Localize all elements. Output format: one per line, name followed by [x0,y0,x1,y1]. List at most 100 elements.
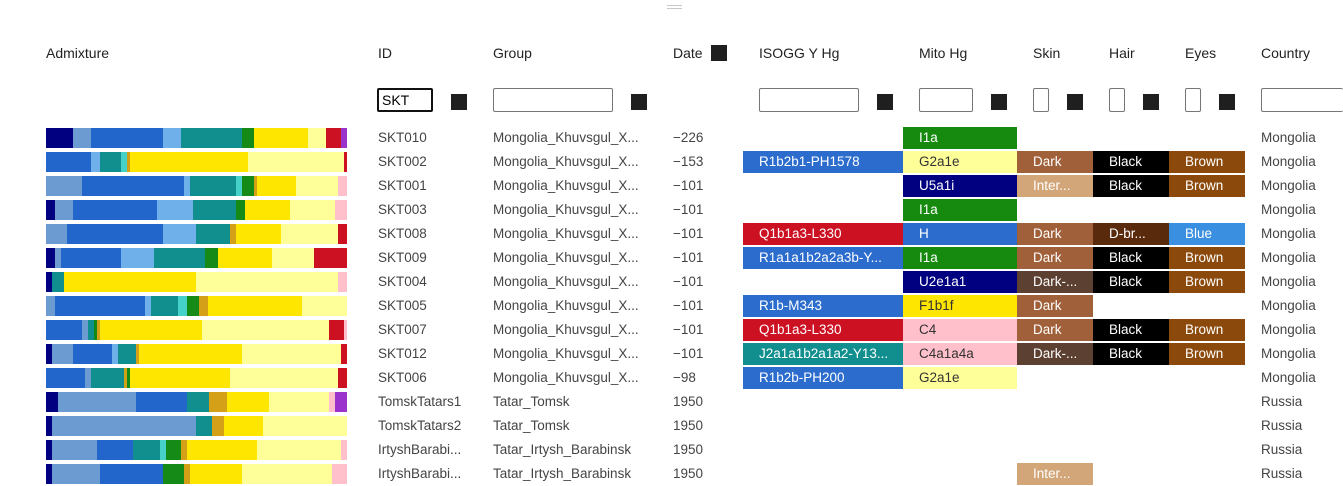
admixture-segment [46,152,92,172]
admixture-segment [61,248,122,268]
admixture-segment [100,320,203,340]
cell-mito-hg: I1a [903,247,1017,269]
header-isogg-y-hg[interactable]: ISOGG Y Hg [759,45,840,61]
mito-sort-icon[interactable] [991,94,1007,110]
cell-date: −226 [673,130,704,145]
id-sort-icon[interactable] [451,94,467,110]
admixture-bar [46,272,347,292]
cell-id: SKT003 [378,202,427,217]
admixture-segment [46,368,86,388]
admixture-bar [46,464,347,484]
cell-skin: Inter... [1017,175,1093,197]
admixture-segment [196,416,212,436]
table-row[interactable]: SKT012 Mongolia_Khuvsgul_X... −101 Mongolia… [0,342,1343,366]
group-filter-input[interactable] [493,88,613,112]
admixture-segment [328,392,335,412]
table-row[interactable]: SKT004 Mongolia_Khuvsgul_X... −101 Mongolia… [0,270,1343,294]
hair-filter-input[interactable] [1109,88,1125,112]
cell-date: 1950 [673,442,704,457]
admixture-segment [190,176,236,196]
cell-skin: Inter... [1017,463,1093,485]
admixture-segment [46,248,56,268]
header-skin[interactable]: Skin [1033,45,1061,61]
eyes-sort-icon[interactable] [1219,94,1235,110]
table-row[interactable]: SKT003 Mongolia_Khuvsgul_X... −101 Mongolia… [0,198,1343,222]
admixture-segment [202,320,329,340]
admixture-segment [97,320,101,340]
header-date[interactable]: Date [673,45,703,61]
admixture-segment [196,224,230,244]
group-filter-field[interactable] [494,89,612,111]
cell-group: Mongolia_Khuvsgul_X... [493,130,639,145]
admixture-bar [46,224,347,244]
admixture-segment [196,272,338,292]
country-filter-input[interactable] [1261,88,1343,112]
mito-filter-input[interactable] [919,88,973,112]
skin-filter-input[interactable] [1033,88,1049,112]
header-hair[interactable]: Hair [1109,45,1135,61]
admixture-segment [241,176,254,196]
admixture-segment [337,272,347,292]
header-eyes[interactable]: Eyes [1185,45,1217,61]
cell-mito-hg [903,415,1017,437]
admixture-segment [340,344,347,364]
table-row[interactable]: SKT007 Mongolia_Khuvsgul_X... −101 Mongolia… [0,318,1343,342]
table-row[interactable]: TomskTatars2 Tatar_Tomsk 1950 Russia [0,414,1343,438]
admixture-segment [280,224,338,244]
cell-group: Mongolia_Khuvsgul_X... [493,178,639,193]
table-row[interactable]: SKT009 Mongolia_Khuvsgul_X... −101 Mongolia… [0,246,1343,270]
header-group[interactable]: Group [493,45,532,61]
cell-eyes [1169,127,1245,149]
table-row[interactable]: SKT005 Mongolia_Khuvsgul_X... −101 Mongolia… [0,294,1343,318]
table-row[interactable]: SKT006 Mongolia_Khuvsgul_X... −98 Mongolia R… [0,366,1343,390]
cell-mito-hg [903,439,1017,461]
cell-id: SKT012 [378,346,427,361]
admixture-segment [67,224,164,244]
admixture-segment [46,464,53,484]
date-sort-icon[interactable] [711,45,727,61]
admixture-segment [193,200,236,220]
admixture-segment [256,176,296,196]
cell-isogg-y-hg [743,271,903,293]
group-sort-icon[interactable] [631,94,647,110]
cell-country: Russia [1261,418,1303,433]
header-country[interactable]: Country [1261,45,1311,61]
isogg-filter-input[interactable] [759,88,859,112]
admixture-segment [82,176,185,196]
skin-sort-icon[interactable] [1067,94,1083,110]
admixture-bar [46,368,347,388]
table-row[interactable]: SKT010 Mongolia_Khuvsgul_X... −226 Mongolia… [0,126,1343,150]
admixture-segment [223,416,263,436]
cell-mito-hg [903,391,1017,413]
id-filter-field[interactable] [379,90,431,110]
cell-country: Russia [1261,466,1303,481]
admixture-segment [112,344,119,364]
admixture-segment [73,344,113,364]
admixture-segment [163,128,182,148]
admixture-segment [235,200,245,220]
hair-sort-icon[interactable] [1143,94,1159,110]
cell-skin: Dark [1017,151,1093,173]
eyes-filter-input[interactable] [1185,88,1201,112]
header-mito-hg[interactable]: Mito Hg [919,45,968,61]
cell-group: Tatar_Irtysh_Barabinsk [493,442,632,457]
cell-hair: Black [1093,319,1169,341]
cell-isogg-y-hg [743,199,903,221]
table-row[interactable]: SKT008 Mongolia_Khuvsgul_X... −101 Mongolia… [0,222,1343,246]
isogg-sort-icon[interactable] [877,94,893,110]
admixture-segment [247,152,344,172]
cell-mito-hg [903,463,1017,485]
table-row[interactable]: IrtyshBarabi... Tatar_Irtysh_Barabinsk 195… [0,462,1343,486]
table-row[interactable]: IrtyshBarabi... Tatar_Irtysh_Barabinsk 195… [0,438,1343,462]
resize-handle[interactable] [667,5,682,11]
cell-isogg-y-hg [743,439,903,461]
cell-hair [1093,415,1169,437]
table-row[interactable]: SKT002 Mongolia_Khuvsgul_X... −153 Mongolia… [0,150,1343,174]
table-row[interactable]: TomskTatars1 Tatar_Tomsk 1950 Russia [0,390,1343,414]
admixture-segment [130,152,248,172]
table-row[interactable]: SKT001 Mongolia_Khuvsgul_X... −101 Mongolia… [0,174,1343,198]
cell-date: 1950 [673,394,704,409]
cell-skin [1017,367,1093,389]
header-id[interactable]: ID [378,45,392,61]
id-filter-input[interactable] [377,88,433,112]
